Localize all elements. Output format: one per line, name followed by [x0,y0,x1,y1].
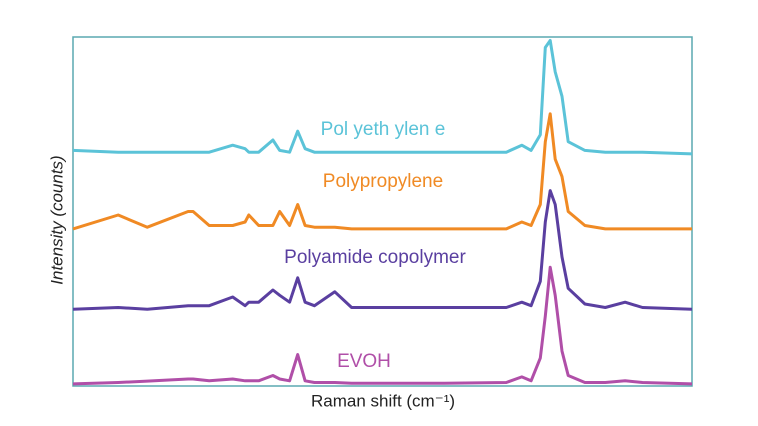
x-axis-label: Raman shift (cm⁻¹) [311,391,455,410]
plot-frame [72,36,693,387]
spectrum-line [72,189,693,311]
spectrum-line [72,265,693,386]
spectrum-line [72,112,692,231]
series-label: Polypropylene [323,171,443,192]
y-axis-label: Intensity (counts) [47,155,66,284]
spectrum-line [72,39,693,156]
series-label: EVOH [337,351,391,372]
series-label: Pol yeth ylen e [321,119,446,140]
series-label: Polyamide copolymer [284,247,466,268]
